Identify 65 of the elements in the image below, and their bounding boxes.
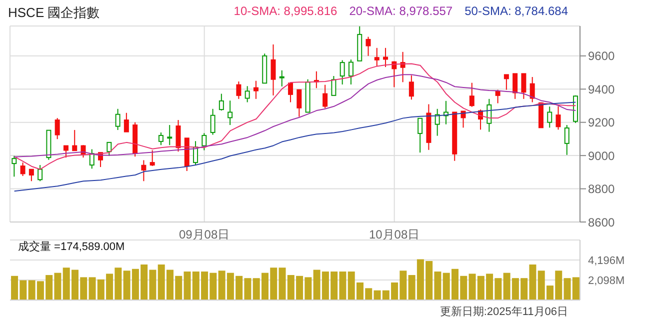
y-tick-label: 4,196M: [588, 254, 625, 267]
candlestick: [28, 168, 34, 182]
candlestick: [20, 162, 26, 176]
candlestick: [167, 124, 172, 146]
text: 20-SMA: 8,978.557: [349, 4, 453, 18]
candlestick: [236, 80, 242, 100]
candlestick: [141, 160, 146, 182]
text: 10-SMA: 8,995.816: [234, 4, 338, 18]
text: 50-SMA: 8,784.684: [464, 4, 568, 18]
candlestick: [486, 98, 492, 132]
candlestick: [434, 108, 440, 136]
candlestick: [63, 145, 68, 158]
y-tick-label: 9200: [588, 116, 616, 130]
candlestick: [253, 80, 258, 100]
candlestick: [244, 86, 250, 103]
candlestick: [374, 47, 380, 67]
candlestick: [193, 140, 198, 166]
candlestick: [54, 118, 60, 140]
x-tick-label: 10月08日: [368, 228, 420, 242]
candlestick: [408, 74, 414, 100]
y-tick-label: 8600: [588, 215, 616, 230]
candlestick: [348, 59, 354, 85]
candlestick: [202, 132, 207, 151]
candlestick: [564, 124, 570, 156]
text: 更新日期:2025年11月06日: [440, 304, 568, 319]
candlestick: [279, 70, 284, 87]
candlestick: [218, 93, 224, 112]
y-tick-label: 8800: [588, 182, 616, 196]
candlestick: [296, 89, 302, 118]
y-tick-label: 9600: [588, 49, 616, 64]
candlestick: [124, 112, 129, 132]
line-series: [14, 102, 576, 192]
candlestick: [150, 150, 155, 167]
annotation: 成交量 =174,589.00M: [18, 240, 125, 254]
candlestick: [504, 74, 509, 90]
candlestick: [115, 108, 120, 130]
candlestick: [340, 60, 345, 85]
candlestick: [512, 73, 518, 100]
candlestick: [556, 106, 561, 130]
candlestick: [418, 118, 423, 154]
candlestick: [176, 120, 181, 152]
candlestick: [469, 82, 474, 108]
candlestick: [530, 76, 535, 103]
y-tick-label: 2,098M: [588, 274, 625, 287]
candlestick: [288, 82, 294, 103]
candlestick: [158, 132, 164, 146]
candlestick: [270, 44, 276, 96]
candlestick: [38, 164, 43, 182]
candlestick: [322, 84, 328, 109]
candlestick: [228, 100, 233, 126]
candlestick: [383, 47, 388, 68]
candlestick: [547, 106, 552, 128]
candlestick: [89, 148, 94, 170]
candlestick: [210, 108, 216, 136]
chart-title: HSCE 國企指數: [8, 4, 100, 22]
x-tick-label: 09月08日: [178, 228, 230, 242]
candlestick: [521, 73, 526, 100]
candlestick: [12, 155, 17, 178]
candlestick: [495, 89, 500, 104]
y-tick-label: 9400: [588, 82, 616, 96]
y-tick-label: 9000: [588, 148, 616, 163]
candlestick: [366, 36, 371, 56]
candlestick: [331, 75, 336, 96]
candlestick: [72, 129, 78, 152]
candlestick: [106, 142, 112, 156]
